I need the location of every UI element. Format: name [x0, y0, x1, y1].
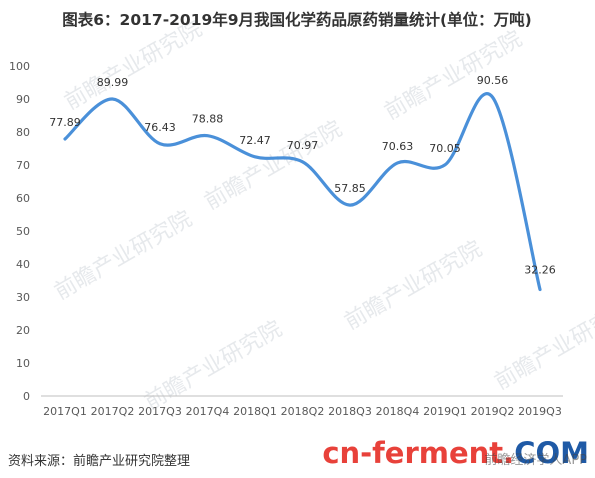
x-tick-label: 2019Q1	[423, 405, 467, 418]
watermark-text: 前瞻产业研究院	[341, 237, 487, 336]
site-logo: cn-ferment.COM 前瞻经济学人APP	[322, 436, 589, 470]
data-label: 70.05	[429, 142, 461, 155]
y-tick-label: 10	[16, 357, 30, 370]
x-tick-label: 2018Q2	[281, 405, 325, 418]
x-tick-label: 2017Q3	[138, 405, 182, 418]
y-tick-label: 30	[16, 291, 30, 304]
watermark-text: 前瞻产业研究院	[201, 117, 347, 216]
logo-cn-part: cn-ferment	[322, 436, 503, 470]
y-tick-label: 40	[16, 258, 30, 271]
x-tick-label: 2017Q4	[186, 405, 230, 418]
y-tick-label: 80	[16, 126, 30, 139]
x-tick-label: 2018Q3	[328, 405, 372, 418]
data-label: 70.63	[382, 140, 414, 153]
data-label: 70.97	[287, 139, 319, 152]
watermark-text: 前瞻产业研究院	[141, 317, 287, 416]
site-logo-text: cn-ferment.COM	[322, 436, 589, 470]
data-label: 90.56	[477, 74, 509, 87]
y-axis-ticks: 0 10 20 30 40 50 60 70 80 90 100	[9, 60, 30, 403]
x-tick-label: 2017Q1	[43, 405, 87, 418]
x-tick-label: 2018Q4	[376, 405, 420, 418]
app-promo-text: 前瞻经济学人APP	[484, 452, 587, 468]
watermark-text: 前瞻产业研究院	[491, 297, 595, 396]
data-label: 78.88	[192, 113, 224, 126]
watermark-layer: 前瞻产业研究院前瞻产业研究院前瞻产业研究院前瞻产业研究院前瞻产业研究院前瞻产业研…	[51, 17, 595, 416]
logo-com-part: COM	[514, 436, 589, 470]
logo-dot-part: .	[503, 436, 514, 470]
y-tick-label: 20	[16, 324, 30, 337]
data-label: 57.85	[334, 182, 366, 195]
x-tick-label: 2018Q1	[233, 405, 277, 418]
watermark-text: 前瞻产业研究院	[61, 17, 207, 116]
x-tick-label: 2017Q2	[91, 405, 135, 418]
data-label: 77.89	[49, 116, 81, 129]
y-tick-label: 60	[16, 192, 30, 205]
chart-title: 图表6：2017-2019年9月我国化学药品原药销量统计(单位：万吨)	[62, 10, 531, 29]
y-tick-label: 0	[23, 390, 30, 403]
x-axis-ticks: 2017Q1 2017Q2 2017Q3 2017Q4 2018Q1 2018Q2 2018…	[43, 405, 562, 418]
x-tick-label: 2019Q3	[518, 405, 562, 418]
y-tick-label: 90	[16, 93, 30, 106]
y-tick-label: 50	[16, 225, 30, 238]
y-tick-label: 70	[16, 159, 30, 172]
series-line	[63, 92, 542, 292]
source-text: 资料来源：前瞻产业研究院整理	[8, 453, 190, 469]
data-labels: 77.89 89.99 76.43 78.88 72.47 70.97 57.85 70.63…	[49, 74, 556, 276]
x-tick-label: 2019Q2	[471, 405, 515, 418]
watermark-text: 前瞻产业研究院	[51, 207, 197, 306]
data-label: 32.26	[524, 264, 556, 277]
data-label: 72.47	[239, 134, 271, 147]
data-label: 89.99	[97, 76, 129, 89]
data-label: 76.43	[144, 121, 176, 134]
y-tick-label: 100	[9, 60, 30, 73]
